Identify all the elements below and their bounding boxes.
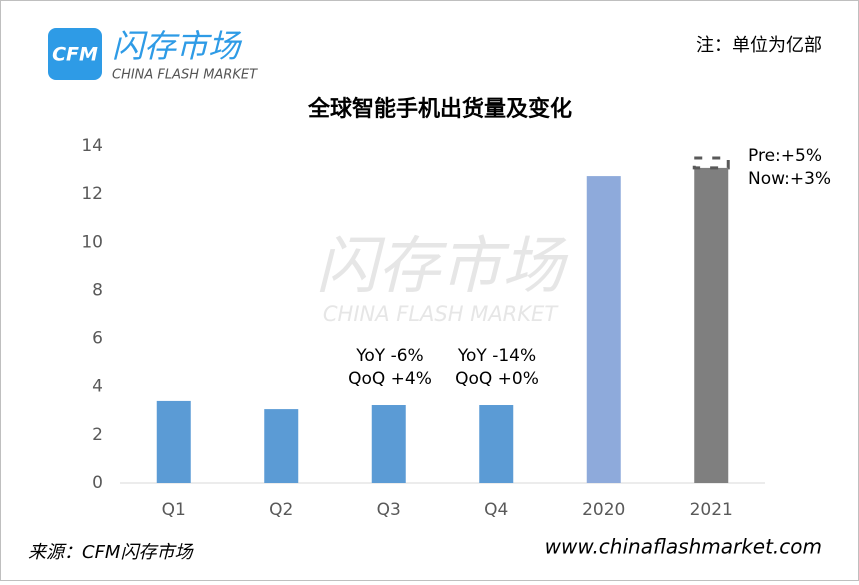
logo-subname: CHINA FLASH MARKET: [112, 68, 258, 83]
logo-mark: CFM: [52, 44, 98, 66]
y-tick-label: 2: [92, 425, 103, 445]
y-tick-label: 12: [81, 184, 103, 204]
website: www.chinaflashmarket.com: [545, 535, 822, 559]
bar: [479, 405, 514, 483]
bar: [694, 167, 729, 483]
logo-badge: [48, 28, 102, 80]
bar: [156, 400, 191, 483]
annotation: Pre:+5%: [748, 146, 822, 166]
y-tick-label: 10: [81, 232, 103, 252]
bar: [264, 409, 299, 483]
bar: [586, 176, 621, 483]
y-tick-label: 6: [92, 329, 103, 349]
x-tick-label: Q3: [377, 500, 401, 520]
y-tick-label: 8: [92, 280, 103, 300]
logo-name: 闪存市场: [112, 27, 243, 65]
x-tick-label: Q4: [484, 500, 508, 520]
bar: [371, 405, 406, 483]
forecast-box: [692, 156, 730, 170]
watermark-subname: CHINA FLASH MARKET: [323, 302, 559, 326]
y-tick-label: 0: [92, 473, 103, 493]
annotation: YoY -6%: [355, 346, 423, 366]
source: 来源：CFM闪存市场: [28, 542, 194, 563]
annotation: QoQ +4%: [348, 369, 432, 389]
unit-note: 注：单位为亿部: [696, 35, 822, 56]
x-tick-label: 2020: [582, 500, 625, 520]
y-tick-label: 4: [92, 377, 103, 397]
watermark-name: 闪存市场: [316, 229, 569, 302]
x-tick-label: 2021: [690, 500, 733, 520]
annotation: QoQ +0%: [455, 369, 539, 389]
y-tick-label: 14: [81, 136, 103, 156]
chart-title: 全球智能手机出货量及变化: [307, 96, 572, 122]
annotation: YoY -14%: [457, 346, 536, 366]
x-tick-label: Q1: [162, 500, 186, 520]
x-tick-label: Q2: [269, 500, 293, 520]
annotation: Now:+3%: [748, 169, 831, 189]
